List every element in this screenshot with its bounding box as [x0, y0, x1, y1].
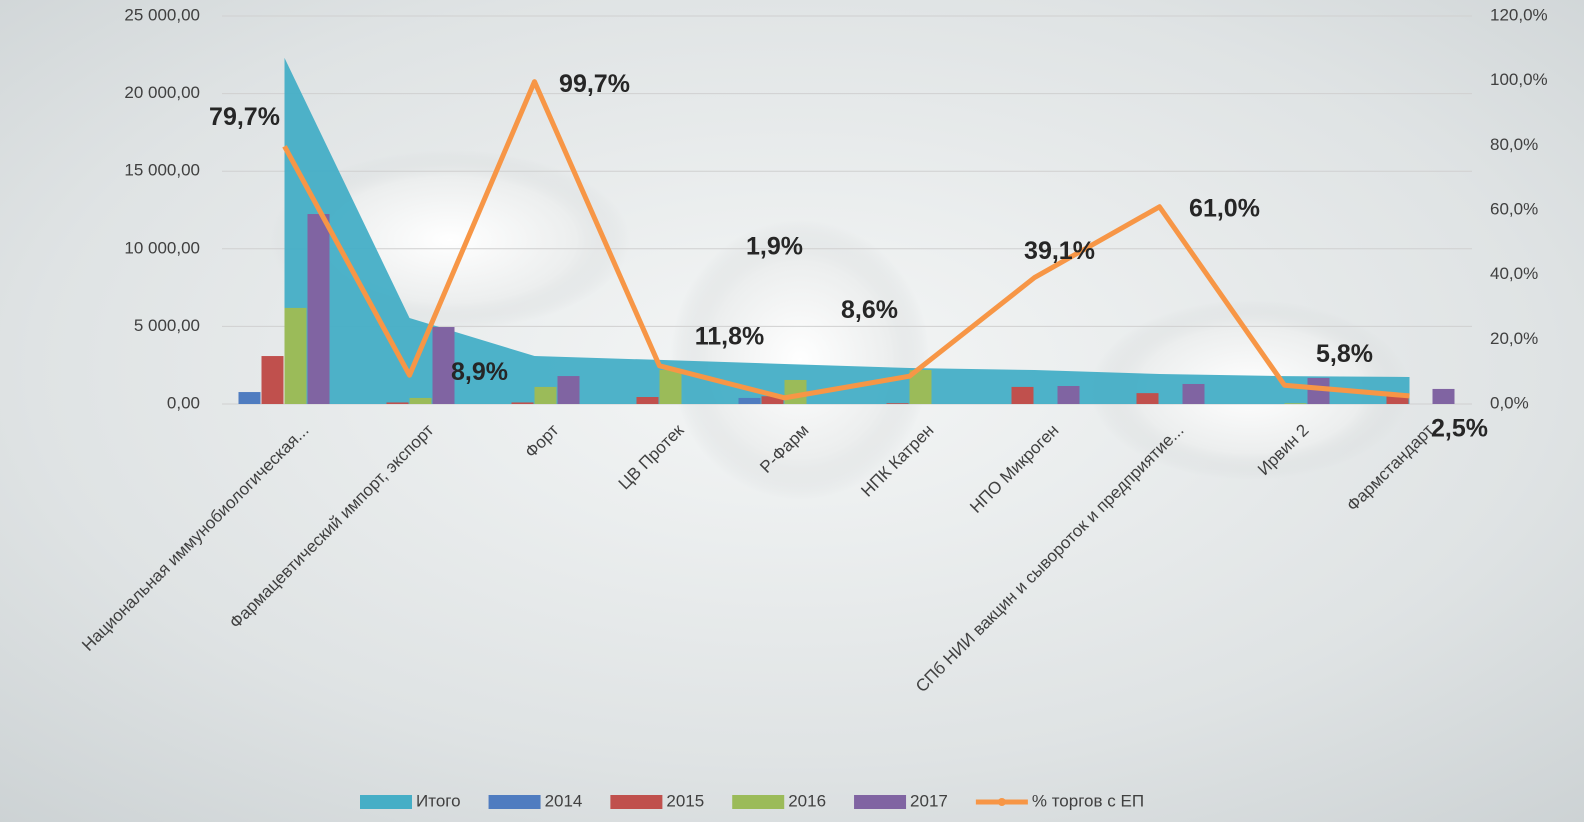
- bar: [761, 396, 784, 404]
- data-label: 8,6%: [841, 296, 898, 324]
- data-label: 5,8%: [1316, 340, 1373, 368]
- bar: [1182, 383, 1205, 404]
- decor: [670, 220, 930, 500]
- legend-label: 2015: [666, 791, 704, 810]
- data-label: 61,0%: [1189, 194, 1260, 222]
- y-tick-label: 15 000,00: [124, 161, 200, 180]
- legend-label: % торгов с ЕП: [1032, 791, 1144, 810]
- data-label: 11,8%: [695, 322, 765, 350]
- y-tick-label: 25 000,00: [124, 5, 200, 24]
- bar: [886, 403, 909, 404]
- bar: [1307, 377, 1330, 404]
- y2-tick-label: 40,0%: [1490, 264, 1538, 283]
- line: [282, 79, 1410, 401]
- legend-swatch: [360, 795, 412, 809]
- data-label: 1,9%: [746, 232, 803, 260]
- bar: [432, 327, 455, 404]
- legend-swatch: [854, 795, 907, 809]
- data-label: 99,7%: [559, 70, 630, 98]
- legend-label: Итого: [416, 791, 461, 810]
- bar: [261, 356, 284, 404]
- bar: [1057, 385, 1080, 404]
- bar: [1432, 388, 1455, 404]
- area: [284, 57, 1410, 405]
- y-tick-label: 20 000,00: [124, 83, 200, 102]
- bar: [1136, 393, 1159, 404]
- y2-tick-label: 100,0%: [1490, 70, 1548, 89]
- y2-tick-label: 0,0%: [1490, 393, 1529, 412]
- bar: [409, 397, 432, 404]
- bar: [534, 386, 557, 404]
- bar: [636, 397, 659, 404]
- bar: [511, 402, 534, 404]
- bar: [784, 379, 807, 404]
- bar: [659, 370, 682, 404]
- y2-tick-label: 60,0%: [1490, 199, 1538, 218]
- y-tick-label: 0,00: [167, 393, 200, 412]
- legend-swatch: [488, 795, 541, 809]
- data-label: 39,1%: [1024, 237, 1095, 265]
- bar: [238, 392, 261, 404]
- bar: [557, 376, 580, 404]
- legend-label: 2016: [788, 791, 826, 810]
- legend-swatch: [997, 798, 1006, 806]
- bar: [386, 402, 409, 404]
- bar: [284, 307, 307, 404]
- legend-label: 2017: [910, 791, 948, 810]
- y2-tick-label: 80,0%: [1490, 135, 1538, 154]
- y-tick-label: 5 000,00: [134, 316, 200, 335]
- legend-swatch: [732, 795, 785, 809]
- y-tick-label: 10 000,00: [124, 238, 200, 257]
- bar: [1011, 386, 1034, 404]
- bar: [909, 370, 932, 404]
- bar: [307, 214, 330, 404]
- data-label: 2,5%: [1431, 415, 1488, 443]
- bar: [738, 397, 761, 404]
- data-label: 79,7%: [209, 103, 280, 131]
- legend-swatch: [610, 795, 663, 809]
- legend-label: 2014: [545, 791, 583, 810]
- y2-tick-label: 120,0%: [1490, 5, 1548, 24]
- bar: [1284, 403, 1307, 404]
- bar: [1386, 396, 1409, 404]
- y2-tick-label: 20,0%: [1490, 329, 1538, 348]
- data-label: 8,9%: [451, 358, 508, 386]
- legend: Итого 2014 2015 2016 2017 % торгов с ЕП: [360, 791, 1144, 810]
